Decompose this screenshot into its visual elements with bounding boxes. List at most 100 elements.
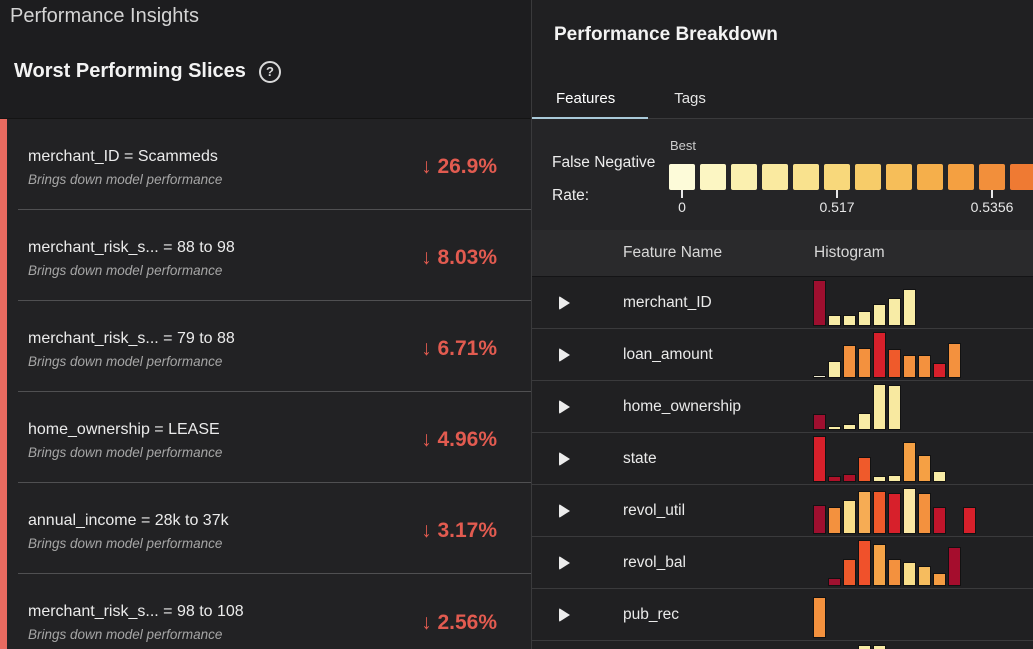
slice-name: merchant_risk_s... = 79 to 88 (28, 329, 235, 347)
histogram-bar (873, 476, 886, 482)
histogram-bar (888, 349, 901, 378)
feature-row[interactable]: merchant_ID (532, 277, 1033, 329)
expand-arrow-icon[interactable] (559, 555, 570, 570)
help-icon[interactable]: ? (258, 60, 281, 83)
slice-description: Brings down model performance (28, 262, 223, 278)
slice-item[interactable]: merchant_risk_s... = 98 to 108 Brings dow… (18, 574, 531, 649)
legend-swatch (979, 164, 1005, 190)
histogram-bar (933, 507, 946, 534)
down-arrow-icon: ↓ (421, 155, 438, 178)
feature-name: revol_bal (623, 553, 686, 571)
legend-swatch (886, 164, 912, 190)
feature-name: merchant_ID (623, 293, 712, 311)
feature-histogram (813, 280, 916, 326)
histogram-bar (888, 475, 901, 482)
histogram-bar (873, 544, 886, 586)
histogram-bar (873, 332, 886, 378)
histogram-bar (918, 455, 931, 482)
histogram-bar (813, 597, 826, 638)
feature-histogram (813, 645, 886, 649)
feature-row[interactable]: home_ownership (532, 381, 1033, 433)
legend-swatch (669, 164, 695, 190)
slice-delta-value: 4.96% (437, 428, 497, 451)
histogram-bar (813, 375, 826, 378)
expand-arrow-icon[interactable] (559, 399, 570, 414)
feature-histogram (813, 592, 826, 638)
histogram-bar (903, 289, 916, 326)
legend-swatch (762, 164, 788, 190)
legend-tick (681, 190, 683, 198)
histogram-bar (918, 493, 931, 534)
histogram-bar (858, 645, 871, 649)
down-arrow-icon: ↓ (421, 337, 438, 360)
slice-item[interactable]: merchant_ID = Scammeds Brings down model … (18, 119, 531, 210)
slice-description: Brings down model performance (28, 444, 223, 460)
histogram-bar (858, 348, 871, 378)
slice-item[interactable]: home_ownership = LEASE Brings down model … (18, 392, 531, 483)
best-label: Best (670, 138, 697, 153)
histogram-bar (813, 436, 826, 482)
feature-row[interactable]: revol_util (532, 485, 1033, 537)
histogram-bar (858, 491, 871, 534)
expand-arrow-icon[interactable] (559, 347, 570, 362)
histogram-bar (948, 343, 961, 378)
performance-breakdown-panel: Performance Breakdown Features Tags False… (531, 0, 1033, 649)
section-header: Worst Performing Slices ? (14, 60, 281, 83)
panel-title: Performance Insights (10, 5, 199, 27)
slice-description: Brings down model performance (28, 535, 223, 551)
slice-name: merchant_ID = Scammeds (28, 147, 218, 165)
performance-insights-panel: Performance Insights Worst Performing Sl… (0, 5, 531, 649)
expand-arrow-icon[interactable] (559, 451, 570, 466)
legend-swatch (824, 164, 850, 190)
legend-swatch (917, 164, 943, 190)
histogram-bar (873, 491, 886, 534)
histogram-bar (903, 355, 916, 378)
legend-tick-label: 0.517 (819, 199, 855, 215)
slice-name: merchant_risk_s... = 98 to 108 (28, 603, 244, 620)
slice-delta: ↓ 2.56% (421, 611, 497, 635)
slice-name: annual_income = 28k to 37k (28, 511, 229, 529)
histogram-bar (888, 493, 901, 534)
feature-row[interactable]: loan_amount (532, 329, 1033, 381)
expand-arrow-icon[interactable] (559, 607, 570, 622)
feature-row[interactable]: pub_rec (532, 589, 1033, 641)
slice-name: home_ownership = LEASE (28, 420, 220, 438)
feature-row[interactable]: revol_bal (532, 537, 1033, 589)
tab-tags[interactable]: Tags (674, 90, 706, 107)
expand-arrow-icon[interactable] (559, 295, 570, 310)
down-arrow-icon: ↓ (421, 246, 438, 269)
legend-swatch (700, 164, 726, 190)
slice-description: Brings down model performance (28, 627, 223, 642)
slice-delta-value: 26.9% (437, 155, 497, 178)
histogram-bar (843, 559, 856, 586)
feature-histogram (813, 436, 946, 482)
histogram-bar (813, 505, 826, 534)
expand-arrow-icon[interactable] (559, 503, 570, 518)
slice-delta-value: 6.71% (437, 337, 497, 360)
histogram-bar (858, 413, 871, 430)
slice-delta-value: 8.03% (437, 246, 497, 269)
slice-delta: ↓ 26.9% (421, 155, 497, 179)
histogram-bar (903, 442, 916, 482)
feature-histogram (813, 540, 961, 586)
tab-features[interactable]: Features (556, 90, 616, 107)
legend-swatch (731, 164, 757, 190)
legend-swatch (793, 164, 819, 190)
histogram-bar (903, 562, 916, 586)
feature-row[interactable]: state (532, 433, 1033, 485)
slice-item[interactable]: annual_income = 28k to 37k Brings down mo… (18, 483, 531, 574)
slice-delta-value: 3.17% (437, 519, 497, 542)
slice-item[interactable]: merchant_risk_s... = 79 to 88 Brings down… (18, 301, 531, 392)
slice-description: Brings down model performance (28, 353, 223, 369)
down-arrow-icon: ↓ (421, 519, 438, 542)
histogram-bar (963, 507, 976, 534)
slice-item[interactable]: merchant_risk_s... = 88 to 98 Brings down… (18, 210, 531, 301)
false-negative-rate-legend: False Negative Rate: Best 0 0.517 0.5356 (532, 119, 1033, 230)
legend-swatch (1010, 164, 1033, 190)
feature-name: pub_rec (623, 605, 680, 623)
worst-slices-list: merchant_ID = Scammeds Brings down model … (0, 118, 531, 649)
histogram-bar (903, 488, 916, 534)
color-scale: Best 0 0.517 0.5356 (669, 119, 1033, 230)
section-title: Worst Performing Slices (14, 60, 246, 82)
